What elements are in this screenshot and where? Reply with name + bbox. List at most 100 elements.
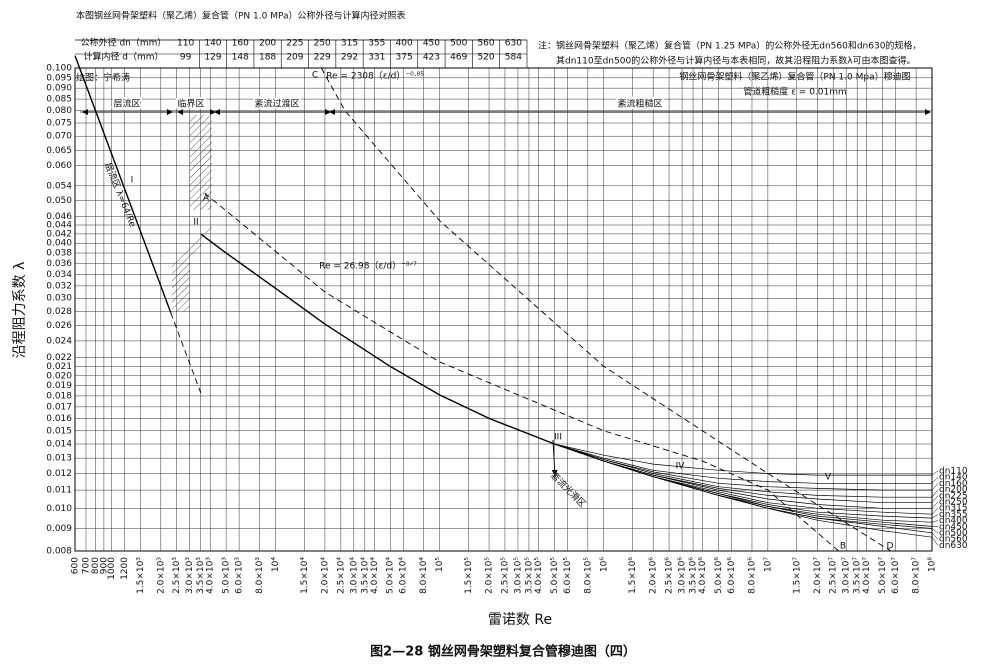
x-tick-label: 6.0×10⁷ (891, 557, 901, 594)
x-tick-label: 600 (71, 557, 81, 574)
table-cell: 160 (232, 39, 249, 49)
x-tick-label: 2.5×10⁴ (336, 557, 346, 594)
table-cell: 188 (259, 53, 276, 63)
x-tick-label: 8.0×10⁷ (912, 557, 922, 594)
table-cell: 560 (477, 39, 494, 49)
annotation: 临界区 (177, 98, 204, 110)
pipe-curve (554, 443, 932, 476)
x-tick-label: 8.0×10³ (255, 557, 265, 594)
x-tick-label: 3.5×10⁴ (360, 557, 370, 594)
table-cell: 129 (204, 53, 221, 63)
critical-zone-hatch (172, 222, 212, 312)
table-cell: 630 (505, 39, 522, 49)
label-leader (931, 537, 939, 546)
table-cell: 375 (396, 53, 413, 63)
x-tick-label: 3.0×10⁴ (349, 557, 359, 594)
annotation: D (887, 542, 894, 552)
y-tick-label: 0.016 (46, 414, 72, 424)
x-tick-label: 10⁸ (928, 557, 938, 572)
annotation: V (825, 473, 832, 483)
x-tick-label: 2.0×10⁶ (649, 557, 659, 594)
y-tick-label: 0.046 (46, 212, 72, 222)
annotation: 层流区 λ=64/Re (102, 161, 139, 230)
x-tick-label: 5.0×10⁴ (386, 557, 396, 594)
y-tick-label: 0.060 (46, 161, 72, 171)
y-tick-label: 0.075 (46, 119, 72, 129)
x-tick-label: 1.5×10³ (136, 557, 146, 594)
y-tick-label: 0.012 (46, 469, 72, 479)
series-label: dn200 (939, 485, 968, 495)
x-tick-label: 1.5×10⁷ (792, 557, 802, 594)
y-tick-label: 0.040 (46, 239, 72, 249)
label-leader (931, 520, 939, 523)
table-cell: 450 (423, 39, 440, 49)
annotation: 紊流过渡区 (254, 98, 299, 110)
x-tick-label: 4.0×10⁵ (534, 557, 544, 594)
x-tick-label: 900 (99, 557, 109, 574)
label-leader (931, 489, 939, 498)
y-tick-label: 0.054 (46, 181, 72, 191)
series-label: dn500 (939, 529, 968, 539)
annotation: Re = 2308（ε/d）⁻⁰·⁸⁵ (326, 71, 424, 82)
table-cell: 500 (450, 39, 467, 49)
x-tick-label: 4.0×10⁷ (862, 557, 872, 594)
annotation: B (840, 542, 846, 552)
y-tick-label: 0.085 (46, 95, 72, 105)
pipe-curve (554, 443, 933, 519)
x-tick-label: 4.0×10³ (206, 557, 216, 594)
y-tick-label: 0.028 (46, 307, 72, 317)
table-cell: 400 (396, 39, 413, 49)
pipe-curve (554, 443, 933, 538)
x-tick-label: 3.0×10⁵ (513, 557, 523, 594)
y-tick-label: 0.065 (46, 146, 72, 156)
y-tick-label: 0.038 (46, 249, 72, 259)
y-tick-label: 0.032 (46, 281, 72, 291)
y-tick-label: 0.019 (46, 381, 72, 391)
y-tick-label: 0.080 (46, 106, 72, 116)
y-tick-label: 0.020 (46, 371, 72, 381)
table-cell: 315 (341, 39, 358, 49)
table-cell: 520 (477, 53, 494, 63)
annotation: I (131, 176, 134, 186)
label-leader (931, 514, 939, 519)
y-tick-label: 0.014 (46, 439, 72, 449)
curve (170, 312, 202, 393)
x-tick-label: 4.0×10⁴ (370, 557, 380, 594)
x-tick-label: 1000 (107, 557, 117, 580)
annotation: A (203, 194, 210, 204)
x-tick-label: 700 (81, 557, 91, 574)
x-tick-label: 5.0×10⁵ (550, 557, 560, 594)
annotation: 层流区 (113, 98, 140, 110)
x-tick-label: 1.5×10⁴ (300, 557, 310, 594)
y-tick-label: 0.021 (46, 362, 72, 372)
x-tick-label: 3.5×10⁶ (689, 557, 699, 594)
y-tick-label: 0.044 (46, 220, 72, 230)
table-cell: 计算内径 d（mm） (83, 51, 163, 63)
x-tick-label: 6.0×10³ (235, 557, 245, 594)
table-cell: 355 (368, 39, 385, 49)
y-tick-label: 0.017 (46, 402, 72, 412)
table-cell: 292 (341, 53, 358, 63)
y-tick-label: 0.009 (46, 524, 72, 534)
table-cell: 469 (450, 53, 467, 63)
table-cell: 140 (204, 39, 221, 49)
x-tick-label: 8.0×10⁴ (419, 557, 429, 594)
series-label: dn560 (939, 535, 968, 545)
pipe-curve (554, 443, 932, 498)
y-axis-label: 沿程阻力系数 λ (12, 262, 28, 359)
plot-frame (74, 67, 933, 552)
series-label: dn250 (939, 498, 968, 508)
annotation: Re = 26.98（ε/d）⁻⁸ᐟ⁷ (319, 261, 417, 272)
y-tick-label: 0.022 (46, 353, 72, 363)
note-line: 其dn110至dn500的公称外径与计算内径与本表相同，故其沿程阻力系数λ可由本… (556, 55, 916, 67)
x-tick-label: 6.0×10⁵ (563, 557, 573, 594)
y-tick-label: 0.042 (46, 229, 72, 239)
author: 绘图：宁希涛 (76, 72, 130, 84)
table-cell: 584 (505, 53, 522, 63)
x-tick-label: 2.5×10⁵ (500, 557, 510, 594)
note-line: 注：钢丝网骨架塑料（聚乙烯）复合管（PN 1.25 MPa）的公称外径无dn56… (538, 40, 921, 52)
table-cell: 225 (286, 39, 303, 49)
x-tick-label: 3.0×10³ (185, 557, 195, 594)
y-tick-label: 0.095 (46, 73, 72, 83)
y-tick-label: 0.050 (46, 196, 72, 206)
